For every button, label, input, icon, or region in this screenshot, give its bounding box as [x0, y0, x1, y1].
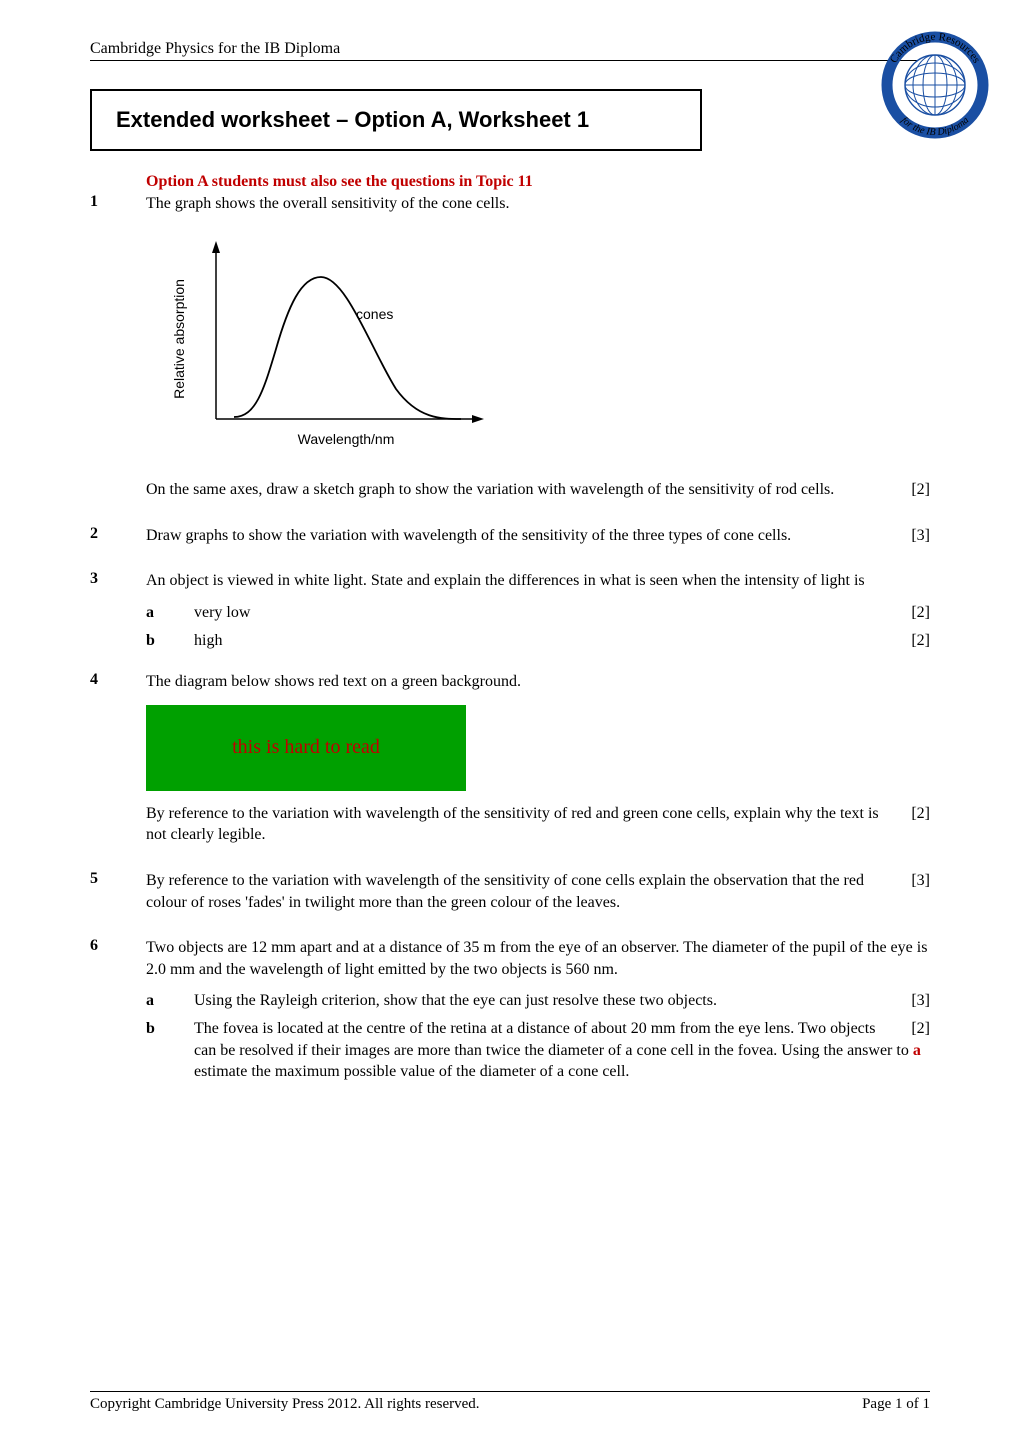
notice: Option A students must also see the ques…: [146, 173, 930, 191]
q5-text: By reference to the variation with wavel…: [146, 872, 864, 911]
marks: [3]: [911, 870, 930, 892]
title-box: Extended worksheet – Option A, Worksheet…: [90, 89, 702, 151]
sub-a: a [2] very low: [146, 602, 930, 624]
question-4: 4 The diagram below shows red text on a …: [90, 671, 930, 856]
footer-left: Copyright Cambridge University Press 201…: [90, 1396, 480, 1413]
marks: [3]: [911, 990, 930, 1012]
q-body: An object is viewed in white light. Stat…: [146, 570, 930, 657]
svg-text:for the IB Diploma: for the IB Diploma: [899, 115, 971, 138]
x-axis-label: Wavelength/nm: [298, 431, 395, 447]
question-2: 2 [3] Draw graphs to show the variation …: [90, 525, 930, 557]
q-num: 6: [90, 937, 146, 955]
marks: [3]: [911, 525, 930, 547]
q-body: The diagram below shows red text on a gr…: [146, 671, 930, 856]
question-6: 6 Two objects are 12 mm apart and at a d…: [90, 937, 930, 1089]
marks: [2]: [911, 1018, 930, 1040]
curve-label: cones: [356, 306, 393, 322]
q5-para: [3] By reference to the variation with w…: [146, 870, 930, 913]
logo-bottom-text: for the IB Diploma: [899, 115, 971, 138]
q-body: [3] Draw graphs to show the variation wi…: [146, 525, 930, 557]
q6-para: Two objects are 12 mm apart and at a dis…: [146, 937, 930, 980]
sub-body: [3] Using the Rayleigh criterion, show t…: [194, 990, 930, 1012]
sub-label: b: [146, 1018, 194, 1040]
q-num: 2: [90, 525, 146, 543]
q4-para: The diagram below shows red text on a gr…: [146, 671, 930, 693]
y-axis-label: Relative absorption: [171, 279, 187, 399]
footer: Copyright Cambridge University Press 201…: [90, 1391, 930, 1413]
footer-right: Page 1 of 1: [862, 1396, 930, 1413]
green-box-text: this is hard to read: [232, 734, 380, 761]
page: Cambridge Physics for the IB Diploma Cam…: [0, 0, 1020, 1443]
marks: [2]: [911, 803, 930, 825]
header-row: Cambridge Physics for the IB Diploma: [90, 40, 930, 61]
q-body: [3] By reference to the variation with w…: [146, 870, 930, 923]
q2-para: [3] Draw graphs to show the variation wi…: [146, 525, 930, 547]
q1-after-text: On the same axes, draw a sketch graph to…: [146, 481, 834, 498]
sub-b: b [2] high: [146, 630, 930, 652]
q3-para: An object is viewed in white light. Stat…: [146, 570, 930, 592]
question-5: 5 [3] By reference to the variation with…: [90, 870, 930, 923]
q-num: 3: [90, 570, 146, 588]
q-num: 4: [90, 671, 146, 689]
q-num: 1: [90, 193, 146, 211]
sub-body: [2] The fovea is located at the centre o…: [194, 1018, 930, 1083]
green-box: this is hard to read: [146, 705, 466, 791]
q1-para: The graph shows the overall sensitivity …: [146, 193, 930, 215]
question-3: 3 An object is viewed in white light. St…: [90, 570, 930, 657]
header-left: Cambridge Physics for the IB Diploma: [90, 40, 340, 58]
sub-label: a: [146, 602, 194, 624]
sub-label: b: [146, 630, 194, 652]
q4-after: [2] By reference to the variation with w…: [146, 803, 930, 846]
title-text: Extended worksheet – Option A, Worksheet…: [116, 107, 589, 132]
sub-body: [2] high: [194, 630, 930, 652]
question-1: 1 The graph shows the overall sensitivit…: [90, 193, 930, 511]
sub-b: b [2] The fovea is located at the centre…: [146, 1018, 930, 1083]
marks: [2]: [911, 479, 930, 501]
q1-after: [2] On the same axes, draw a sketch grap…: [146, 479, 930, 501]
q4-after-text: By reference to the variation with wavel…: [146, 805, 879, 844]
q-body: Two objects are 12 mm apart and at a dis…: [146, 937, 930, 1089]
marks: [2]: [911, 630, 930, 652]
sub-text: very low: [194, 604, 250, 621]
cone-graph: cones Wavelength/nm Relative absorption: [146, 229, 930, 466]
sub-text-html: The fovea is located at the centre of th…: [194, 1020, 921, 1080]
sub-text: high: [194, 632, 222, 649]
q-num: 5: [90, 870, 146, 888]
marks: [2]: [911, 602, 930, 624]
q2-text: Draw graphs to show the variation with w…: [146, 527, 791, 544]
q-body: The graph shows the overall sensitivity …: [146, 193, 930, 511]
sub-body: [2] very low: [194, 602, 930, 624]
sub-text: Using the Rayleigh criterion, show that …: [194, 992, 717, 1009]
logo: Cambridge Resources for the IB Diploma: [875, 25, 995, 150]
sub-a: a [3] Using the Rayleigh criterion, show…: [146, 990, 930, 1012]
sub-label: a: [146, 990, 194, 1012]
